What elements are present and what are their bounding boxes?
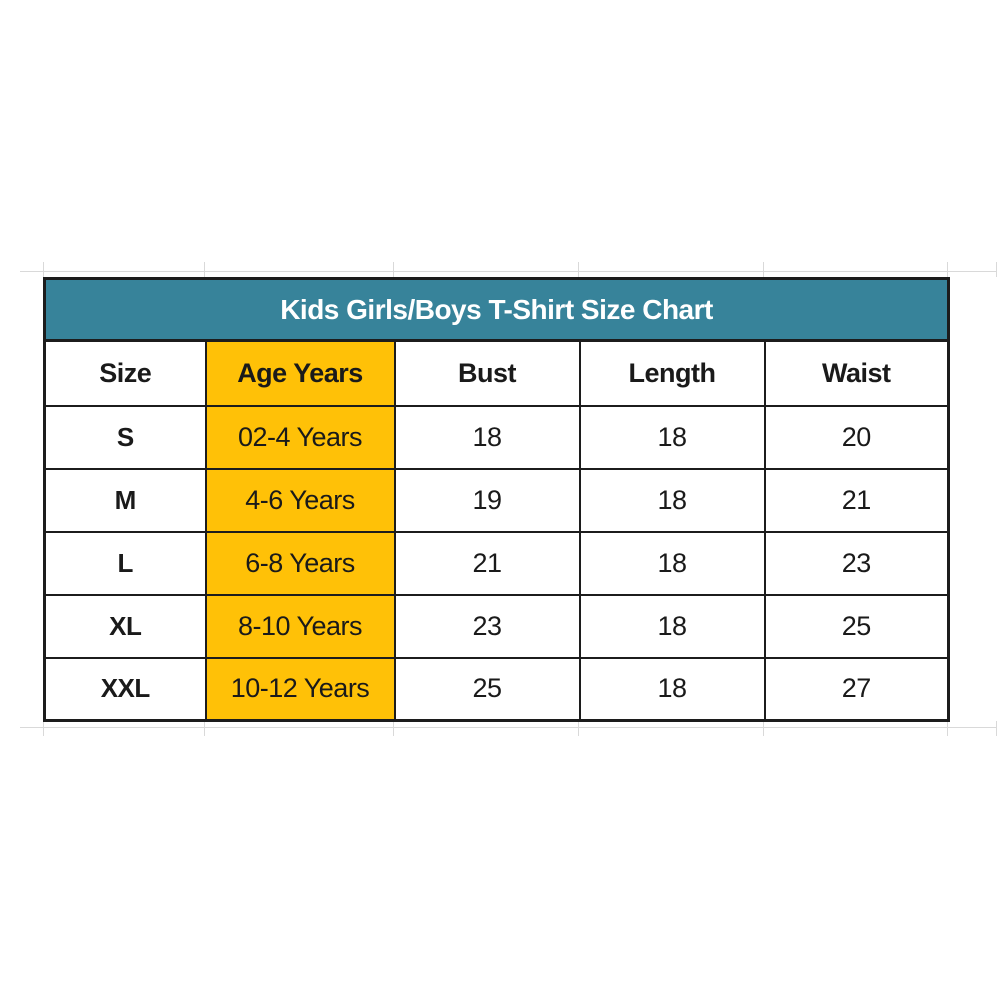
size-chart-table: Kids Girls/Boys T-Shirt Size Chart Size …: [43, 277, 951, 722]
waist-cell: 25: [763, 593, 950, 659]
length-cell: 18: [578, 467, 766, 533]
gridline-stub: [763, 262, 764, 277]
age-cell: 10-12 Years: [204, 656, 396, 722]
gridline-stub: [947, 721, 948, 736]
gridline-stub: [996, 262, 997, 277]
chart-title: Kids Girls/Boys T-Shirt Size Chart: [43, 277, 950, 342]
waist-cell: 23: [763, 530, 950, 596]
gridline-stub: [43, 262, 44, 277]
bust-cell: 21: [393, 530, 581, 596]
gridline-stub: [578, 262, 579, 277]
gridline-stub: [763, 721, 764, 736]
bust-cell: 19: [393, 467, 581, 533]
waist-cell: 27: [763, 656, 950, 722]
col-header-bust: Bust: [393, 339, 581, 407]
gridline-stub: [204, 262, 205, 277]
age-cell: 8-10 Years: [204, 593, 396, 659]
table-row: S 02-4 Years 18 18 20: [43, 404, 950, 470]
size-cell: S: [43, 404, 207, 470]
col-header-size: Size: [43, 339, 207, 407]
gridline-stub: [393, 721, 394, 736]
gridline-stub: [996, 721, 997, 736]
gridline-bottom: [20, 727, 997, 728]
table-row: L 6-8 Years 21 18 23: [43, 530, 950, 596]
table-row: M 4-6 Years 19 18 21: [43, 467, 950, 533]
size-cell: L: [43, 530, 207, 596]
age-cell: 6-8 Years: [204, 530, 396, 596]
table-row: XXL 10-12 Years 25 18 27: [43, 656, 950, 722]
bust-cell: 18: [393, 404, 581, 470]
size-cell: XXL: [43, 656, 207, 722]
gridline-stub: [393, 262, 394, 277]
length-cell: 18: [578, 593, 766, 659]
gridline-stub: [578, 721, 579, 736]
table-title-row: Kids Girls/Boys T-Shirt Size Chart: [43, 277, 950, 342]
bust-cell: 23: [393, 593, 581, 659]
length-cell: 18: [578, 404, 766, 470]
size-cell: M: [43, 467, 207, 533]
table-header-row: Size Age Years Bust Length Waist: [43, 339, 950, 407]
length-cell: 18: [578, 530, 766, 596]
length-cell: 18: [578, 656, 766, 722]
waist-cell: 21: [763, 467, 950, 533]
age-cell: 4-6 Years: [204, 467, 396, 533]
gridline-top: [20, 271, 997, 272]
gridline-stub: [43, 721, 44, 736]
gridline-stub: [947, 262, 948, 277]
age-cell: 02-4 Years: [204, 404, 396, 470]
table-row: XL 8-10 Years 23 18 25: [43, 593, 950, 659]
size-cell: XL: [43, 593, 207, 659]
waist-cell: 20: [763, 404, 950, 470]
col-header-age-years: Age Years: [204, 339, 396, 407]
gridline-stub: [204, 721, 205, 736]
col-header-waist: Waist: [763, 339, 950, 407]
bust-cell: 25: [393, 656, 581, 722]
col-header-length: Length: [578, 339, 766, 407]
